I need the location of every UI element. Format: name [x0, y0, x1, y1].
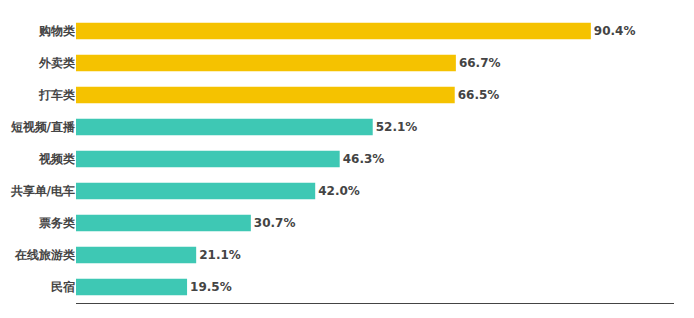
svg-text:外卖类: 外卖类: [38, 56, 75, 70]
svg-text:30.7%: 30.7%: [254, 216, 296, 230]
svg-text:90.4%: 90.4%: [594, 24, 636, 38]
svg-text:19.5%: 19.5%: [190, 280, 232, 294]
svg-text:21.1%: 21.1%: [199, 248, 241, 262]
svg-text:票务类: 票务类: [38, 216, 75, 230]
svg-text:视频类: 视频类: [38, 152, 75, 166]
svg-text:42.0%: 42.0%: [318, 184, 360, 198]
svg-text:46.3%: 46.3%: [343, 152, 385, 166]
svg-text:66.7%: 66.7%: [459, 56, 501, 70]
svg-text:66.5%: 66.5%: [458, 88, 500, 102]
svg-text:购物类: 购物类: [38, 24, 75, 38]
svg-text:短视频/直播: 短视频/直播: [10, 120, 76, 134]
svg-text:52.1%: 52.1%: [376, 120, 418, 134]
svg-text:在线旅游类: 在线旅游类: [14, 248, 75, 262]
svg-text:打车类: 打车类: [38, 88, 75, 102]
svg-text:民宿: 民宿: [51, 280, 75, 294]
svg-text:共享单/电车: 共享单/电车: [10, 184, 75, 198]
